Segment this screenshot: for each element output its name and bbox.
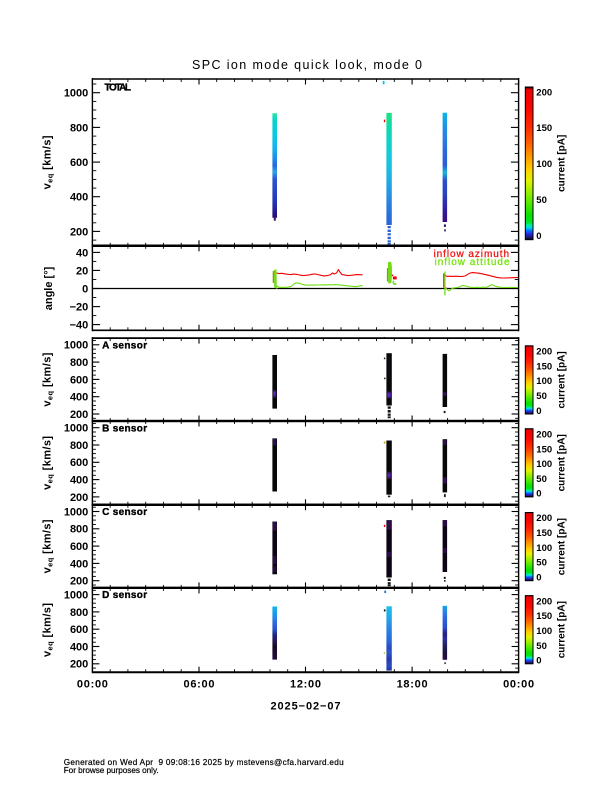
svg-text:150: 150 <box>536 528 552 539</box>
svg-text:0: 0 <box>536 489 541 500</box>
svg-text:0: 0 <box>536 406 541 417</box>
svg-text:20: 20 <box>76 265 88 277</box>
svg-text:B sensor: B sensor <box>102 423 147 434</box>
svg-text:600: 600 <box>70 624 88 636</box>
svg-text:current [pA]: current [pA] <box>557 434 568 491</box>
svg-text:veq [km/s]: veq [km/s] <box>42 519 55 573</box>
svg-text:600: 600 <box>70 374 88 386</box>
svg-text:50: 50 <box>536 195 547 206</box>
svg-text:200: 200 <box>536 430 552 441</box>
svg-text:0: 0 <box>536 656 541 667</box>
svg-text:150: 150 <box>536 444 552 455</box>
svg-text:150: 150 <box>536 611 552 622</box>
svg-text:1000: 1000 <box>64 340 88 352</box>
svg-text:current [pA]: current [pA] <box>557 351 568 408</box>
svg-text:A sensor: A sensor <box>102 340 147 351</box>
svg-text:800: 800 <box>70 607 88 619</box>
svg-text:600: 600 <box>70 457 88 469</box>
svg-text:400: 400 <box>70 558 88 570</box>
svg-text:inflow attitude: inflow attitude <box>435 257 510 268</box>
svg-text:800: 800 <box>70 440 88 452</box>
svg-text:200: 200 <box>70 492 88 504</box>
svg-text:current [pA]: current [pA] <box>557 601 568 658</box>
svg-text:50: 50 <box>536 641 547 652</box>
svg-text:50: 50 <box>536 391 547 402</box>
svg-text:200: 200 <box>536 513 552 524</box>
svg-text:200: 200 <box>70 659 88 671</box>
svg-text:SPC ion mode quick look, mode: SPC ion mode quick look, mode 0 <box>192 58 422 72</box>
svg-text:Generated on Wed Apr 9 09:08:: Generated on Wed Apr 9 09:08:16 2025 by … <box>64 758 344 767</box>
svg-text:0: 0 <box>82 283 88 295</box>
svg-text:100: 100 <box>536 626 552 637</box>
svg-text:100: 100 <box>536 376 552 387</box>
svg-text:00:00: 00:00 <box>77 679 108 691</box>
svg-text:800: 800 <box>70 524 88 536</box>
svg-text:veq [km/s]: veq [km/s] <box>42 436 55 490</box>
svg-text:1000: 1000 <box>64 88 88 100</box>
svg-text:100: 100 <box>536 159 552 170</box>
svg-text:C sensor: C sensor <box>102 507 147 518</box>
svg-text:200: 200 <box>70 226 88 238</box>
svg-text:current [pA]: current [pA] <box>557 518 568 575</box>
svg-text:40: 40 <box>76 247 88 259</box>
svg-text:50: 50 <box>536 558 547 569</box>
svg-text:200: 200 <box>536 596 552 607</box>
svg-text:06:00: 06:00 <box>184 679 215 691</box>
svg-text:800: 800 <box>70 357 88 369</box>
svg-text:D sensor: D sensor <box>102 590 147 601</box>
svg-text:150: 150 <box>536 361 552 372</box>
svg-text:current [pA]: current [pA] <box>557 135 568 192</box>
svg-text:veq [km/s]: veq [km/s] <box>42 603 55 657</box>
svg-text:200: 200 <box>536 87 552 98</box>
svg-text:50: 50 <box>536 474 547 485</box>
svg-text:200: 200 <box>70 409 88 421</box>
svg-text:veq [km/s]: veq [km/s] <box>42 135 55 189</box>
svg-text:0: 0 <box>536 573 541 584</box>
svg-text:For browse purposes only.: For browse purposes only. <box>64 766 159 775</box>
svg-text:−20: −20 <box>70 301 89 313</box>
svg-text:1000: 1000 <box>64 423 88 435</box>
svg-text:1000: 1000 <box>64 590 88 602</box>
svg-text:600: 600 <box>70 541 88 553</box>
svg-text:12:00: 12:00 <box>290 679 321 691</box>
svg-text:00:00: 00:00 <box>503 679 534 691</box>
svg-text:800: 800 <box>70 122 88 134</box>
svg-text:18:00: 18:00 <box>397 679 428 691</box>
svg-text:2025−02−07: 2025−02−07 <box>271 701 341 713</box>
svg-text:200: 200 <box>536 347 552 358</box>
svg-text:100: 100 <box>536 543 552 554</box>
svg-text:100: 100 <box>536 459 552 470</box>
svg-text:0: 0 <box>536 231 541 242</box>
svg-text:angle [°]: angle [°] <box>43 266 55 310</box>
svg-text:TOTAL: TOTAL <box>105 83 132 94</box>
svg-text:400: 400 <box>70 392 88 404</box>
svg-text:inflow azimuth: inflow azimuth <box>434 249 510 260</box>
svg-text:400: 400 <box>70 641 88 653</box>
svg-text:200: 200 <box>70 576 88 588</box>
svg-text:600: 600 <box>70 157 88 169</box>
svg-text:150: 150 <box>536 123 552 134</box>
svg-text:1000: 1000 <box>64 506 88 518</box>
svg-text:400: 400 <box>70 475 88 487</box>
svg-text:−40: −40 <box>70 320 89 332</box>
svg-text:veq [km/s]: veq [km/s] <box>42 352 55 406</box>
svg-text:400: 400 <box>70 192 88 204</box>
